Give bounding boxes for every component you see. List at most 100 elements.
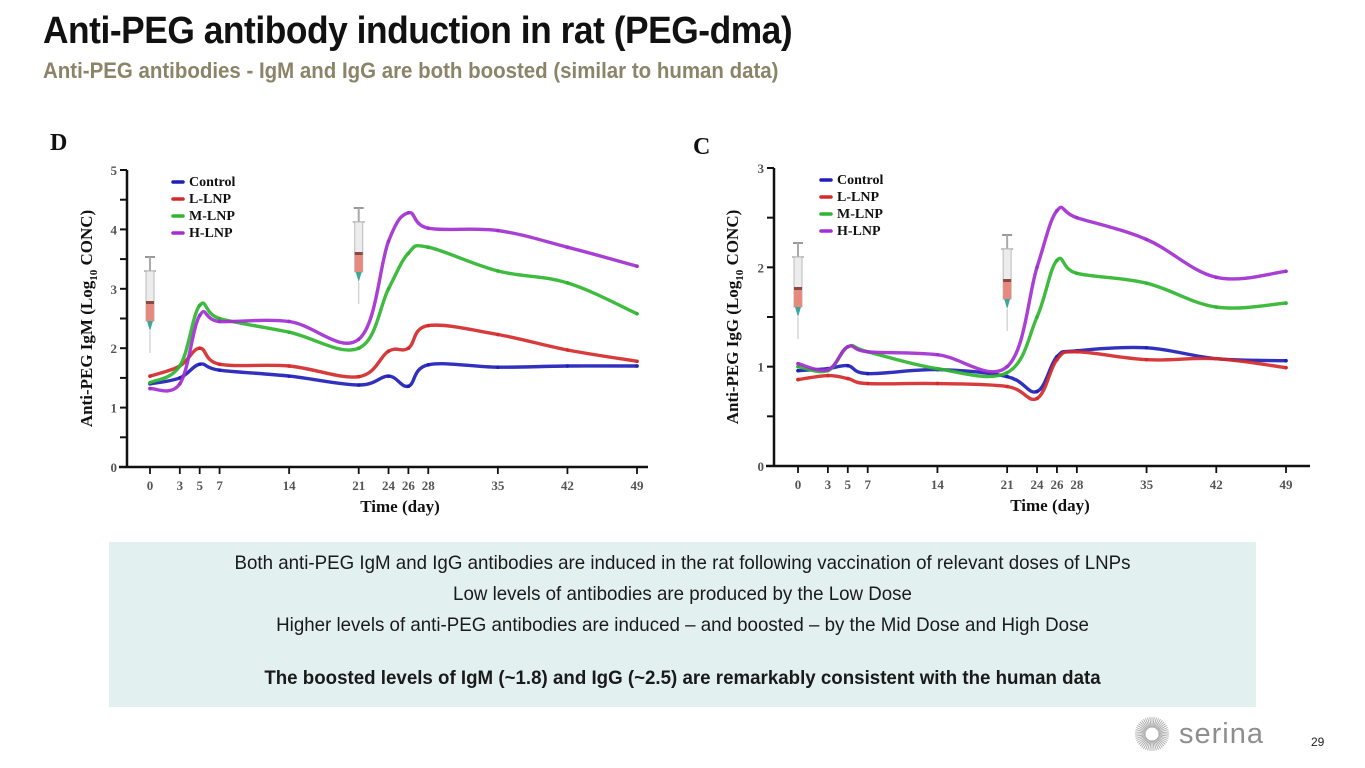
sun-ray [1136,736,1147,741]
legend-label: H-LNP [837,224,881,239]
sun-ray [1153,740,1157,751]
x-tick-label: 42 [561,478,574,493]
data-point [1214,275,1219,280]
data-point [356,346,361,351]
legend-label: L-LNP [189,192,231,207]
legend-label: M-LNP [837,207,883,222]
series-h-lnp [796,205,1288,374]
legend-item: H-LNP [819,224,881,239]
series-l-lnp [796,349,1288,402]
data-point [426,226,431,231]
data-point [865,371,870,376]
data-point [1005,384,1009,389]
panel-letter: D [50,130,67,156]
sun-ray [1135,731,1146,734]
legend-label: H-LNP [189,226,233,241]
summary-line-3: Higher levels of anti-PEG antibodies are… [276,614,1089,636]
data-point [287,374,291,378]
data-point [1035,315,1039,319]
sun-ray [1152,740,1155,751]
y-tick-label: 0 [111,460,118,475]
sun-ray [1154,718,1159,729]
sun-ray [1158,735,1169,739]
data-point [496,365,500,370]
legend-label: M-LNP [189,209,235,224]
data-point [1005,370,1009,375]
data-point [1055,357,1059,362]
sun-ray [1135,729,1146,733]
sun-ray [1158,731,1169,734]
data-point [796,368,800,373]
y-tick-label: 4 [111,222,118,237]
sun-ray [1143,739,1150,749]
sun-ray [1138,737,1148,745]
data-point [406,384,411,389]
x-tick-label: 5 [196,478,203,493]
y-tick-label: 1 [111,401,118,416]
serina-logo: serina [1133,715,1264,753]
sun-ray [1149,740,1152,751]
data-point [1284,301,1288,305]
legend-label: Control [837,173,884,188]
data-point [845,345,850,349]
x-tick-label: 28 [422,478,436,493]
syringe-icon [1001,234,1014,331]
legend-item: H-LNP [171,226,233,241]
sun-ray [1157,736,1168,741]
data-point [178,382,182,386]
x-tick-label: 26 [402,478,416,493]
data-point [1214,356,1219,361]
x-tick-label: 7 [216,478,223,493]
y-tick-label: 2 [758,260,765,275]
data-point [635,264,639,269]
y-tick-label: 3 [111,282,118,297]
sun-ray [1149,717,1152,728]
data-point [148,380,152,385]
x-tick-label: 3 [825,477,832,492]
data-point [1075,215,1079,220]
x-tick-label: 14 [931,477,945,492]
data-point [635,364,639,368]
summary-box: Both anti-PEG IgM and IgG antibodies are… [109,542,1256,707]
sun-ray [1143,719,1150,729]
x-tick-label: 24 [1031,477,1045,492]
x-tick-label: 21 [1001,477,1014,492]
x-tick-label: 3 [177,478,184,493]
x-tick-label: 0 [147,478,154,493]
sun-ray [1145,718,1150,729]
data-point [1035,396,1039,401]
data-point [565,245,570,250]
sun-ray [1135,735,1146,739]
sun-ray [1145,739,1150,750]
legend-item: M-LNP [171,209,235,224]
syringe-icon [352,207,365,304]
data-point [197,362,202,367]
logo-text: serina [1179,717,1264,750]
sunburst-icon [1135,717,1169,751]
data-point [796,361,800,366]
data-point [796,377,800,382]
y-tick-label: 2 [111,341,118,356]
series-h-lnp [148,210,639,393]
y-axis-title: Anti-PEG IgG (Log10 CONC) [723,210,746,425]
data-point [287,364,291,368]
data-point [148,374,152,378]
data-point [1075,349,1079,354]
sun-ray [1156,723,1166,731]
panel-letter: C [693,134,710,160]
data-point [1144,237,1149,242]
data-point [356,383,361,387]
sun-ray [1157,736,1167,743]
summary-conclusion: The boosted levels of IgM (~1.8) and IgG… [264,667,1101,689]
data-point [406,210,411,215]
data-point [1005,374,1009,379]
sun-ray [1136,727,1147,732]
data-point [496,332,500,337]
data-point [217,368,222,372]
sun-ray [1157,725,1167,732]
data-point [356,337,361,342]
data-point [426,245,431,250]
sun-ray [1155,720,1163,730]
series-line [148,244,639,385]
legend-label: L-LNP [837,190,879,205]
